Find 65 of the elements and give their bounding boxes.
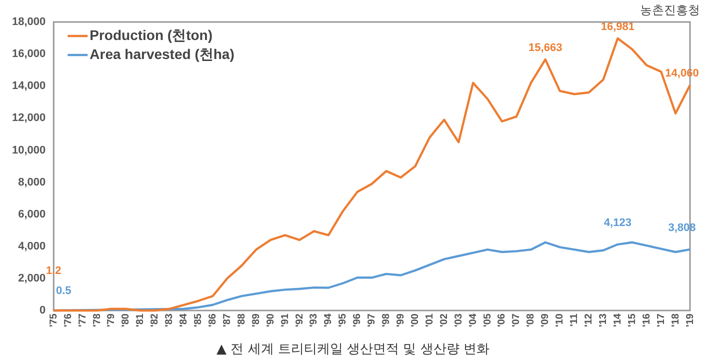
x-tick-label: '84 [178,313,190,328]
x-tick-label: '05 [482,313,494,328]
x-tick-label: '19 [684,313,696,328]
x-tick-label: '85 [193,313,204,328]
y-tick-label: 2,000 [18,272,46,284]
x-tick-label: '87 [222,313,233,328]
x-tick-label: '89 [250,313,262,328]
x-tick-label: '01 [424,313,436,328]
x-tick-label: '92 [294,313,306,328]
x-tick-label: '16 [641,313,652,328]
x-tick-label: '78 [92,313,103,328]
legend-label: Area harvested (천ha) [90,46,234,62]
x-tick-label: '88 [236,313,248,328]
x-tick-label: '13 [598,313,609,328]
y-tick-label: 16,000 [12,48,46,60]
y-tick-label: 18,000 [12,16,46,28]
data-label: 0.5 [56,285,72,298]
y-tick-label: 14,000 [12,80,46,92]
x-tick-label: '07 [511,313,522,328]
x-tick-label: '09 [540,313,552,328]
x-tick-label: '79 [106,313,118,328]
x-tick-label: '95 [338,313,349,328]
x-tick-label: '10 [554,313,566,328]
x-tick-label: '03 [453,313,464,328]
x-tick-label: '99 [396,313,406,328]
x-tick-label: '11 [569,313,580,326]
x-tick-label: '94 [323,313,334,328]
data-label: 16,981 [600,20,635,33]
y-tick-label: 10,000 [12,144,46,156]
y-tick-label: 6,000 [18,208,46,220]
x-tick-label: '90 [265,313,276,328]
y-tick-label: 0 [40,304,46,317]
x-tick-label: '14 [612,313,624,328]
x-tick-label: '15 [626,313,638,328]
text: ▲ 전 세계 트리티케일 생산면적 및 생산량 변화 [216,341,490,358]
x-tick-label: '06 [496,313,508,328]
x-tick-label: '18 [670,313,682,328]
x-tick-label: '82 [150,313,161,328]
data-label: 14,060 [665,68,699,80]
x-tick-label: '77 [77,313,88,328]
x-tick-label: '81 [135,313,146,328]
y-tick-label: 4,000 [18,240,46,252]
y-tick-label: 12,000 [12,112,46,124]
x-tick-label: '97 [366,313,378,328]
y-tick-label: 8,000 [18,176,46,188]
x-tick-label: '91 [280,313,291,328]
x-tick-label: '04 [468,313,479,328]
x-tick-label: '93 [308,313,320,328]
x-tick-label: '75 [48,313,60,328]
x-tick-label: '17 [656,313,667,328]
x-tick-label: '12 [584,313,595,328]
data-label: 1.2 [46,265,62,278]
x-tick-label: '96 [352,313,364,328]
x-tick-label: '83 [164,313,176,328]
x-tick-label: '86 [207,313,218,328]
data-label: 15,663 [528,42,562,54]
x-tick-label: '02 [438,313,450,328]
text: 농촌진흥청 [640,2,700,19]
x-tick-label: '00 [410,313,421,328]
legend-label: Production (천ton) [90,26,213,43]
x-tick-label: '76 [62,313,74,328]
data-label: 4,123 [604,216,632,229]
x-tick-label: '08 [526,313,537,328]
x-tick-label: '98 [381,313,392,328]
x-tick-label: '80 [120,313,132,328]
